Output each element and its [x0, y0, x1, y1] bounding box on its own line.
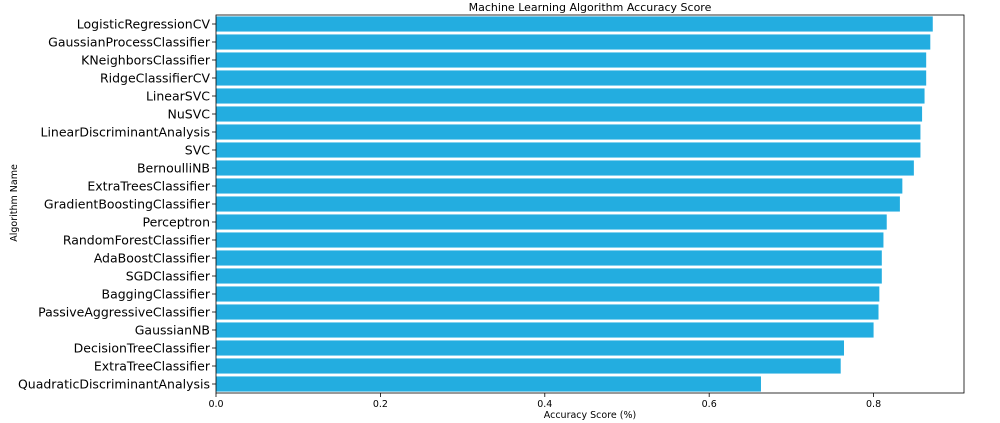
- y-tick-label: GradientBoostingClassifier: [44, 197, 211, 212]
- y-tick-label: BaggingClassifier: [102, 287, 211, 302]
- bar: [216, 322, 874, 338]
- y-tick-label: LinearSVC: [146, 89, 210, 104]
- y-tick-label: DecisionTreeClassifier: [74, 341, 211, 356]
- y-tick-label: SGDClassifier: [126, 269, 211, 284]
- bar: [216, 178, 903, 194]
- y-tick-label: ExtraTreeClassifier: [94, 359, 211, 374]
- bar: [216, 106, 923, 122]
- bar: [216, 250, 882, 266]
- y-tick-label: RandomForestClassifier: [63, 233, 211, 248]
- x-axis-title: Accuracy Score (%): [544, 410, 636, 421]
- x-tick-label: 0.6: [702, 399, 717, 410]
- y-tick-label: Perceptron: [143, 215, 210, 230]
- chart-title: Machine Learning Algorithm Accuracy Scor…: [469, 1, 712, 14]
- y-axis-title: Algorithm Name: [9, 164, 20, 242]
- y-tick-label: QuadraticDiscriminantAnalysis: [18, 377, 210, 392]
- bar: [216, 160, 914, 176]
- y-tick-label: RidgeClassifierCV: [100, 71, 211, 86]
- bar: [216, 88, 925, 104]
- bar: [216, 34, 931, 50]
- y-tick-labels: LogisticRegressionCV GaussianProcessClass…: [18, 17, 216, 392]
- x-tick-label: 0.8: [866, 399, 881, 410]
- bar: [216, 358, 841, 374]
- bar: [216, 70, 927, 86]
- bar: [216, 286, 880, 302]
- y-tick-label: GaussianNB: [135, 323, 210, 338]
- bar: [216, 142, 921, 158]
- bar: [216, 304, 879, 320]
- y-tick-label: LogisticRegressionCV: [77, 17, 211, 32]
- bar: [216, 376, 761, 392]
- y-tick-label: ExtraTreesClassifier: [87, 179, 210, 194]
- x-axis-ticks: 0.0 0.2 0.4 0.6 0.8: [208, 393, 881, 410]
- bar: [216, 214, 887, 230]
- bar: [216, 124, 921, 140]
- y-tick-label: NuSVC: [168, 107, 211, 122]
- y-tick-label: PassiveAggressiveClassifier: [38, 305, 211, 320]
- bar: [216, 52, 927, 68]
- y-tick-label: BernoulliNB: [137, 161, 210, 176]
- x-tick-label: 0.4: [537, 399, 552, 410]
- x-tick-label: 0.2: [373, 399, 388, 410]
- y-tick-label: LinearDiscriminantAnalysis: [40, 125, 210, 140]
- bar: [216, 232, 884, 248]
- bar: [216, 16, 933, 32]
- bars-layer: [216, 16, 933, 392]
- bar: [216, 268, 882, 284]
- plot-frame: [215, 14, 965, 394]
- y-tick-label: KNeighborsClassifier: [81, 53, 211, 68]
- y-tick-label: AdaBoostClassifier: [94, 251, 211, 266]
- x-tick-label: 0.0: [208, 399, 223, 410]
- y-tick-label: SVC: [185, 143, 210, 158]
- y-tick-label: GaussianProcessClassifier: [48, 35, 211, 50]
- bar: [216, 340, 844, 356]
- bar: [216, 196, 900, 212]
